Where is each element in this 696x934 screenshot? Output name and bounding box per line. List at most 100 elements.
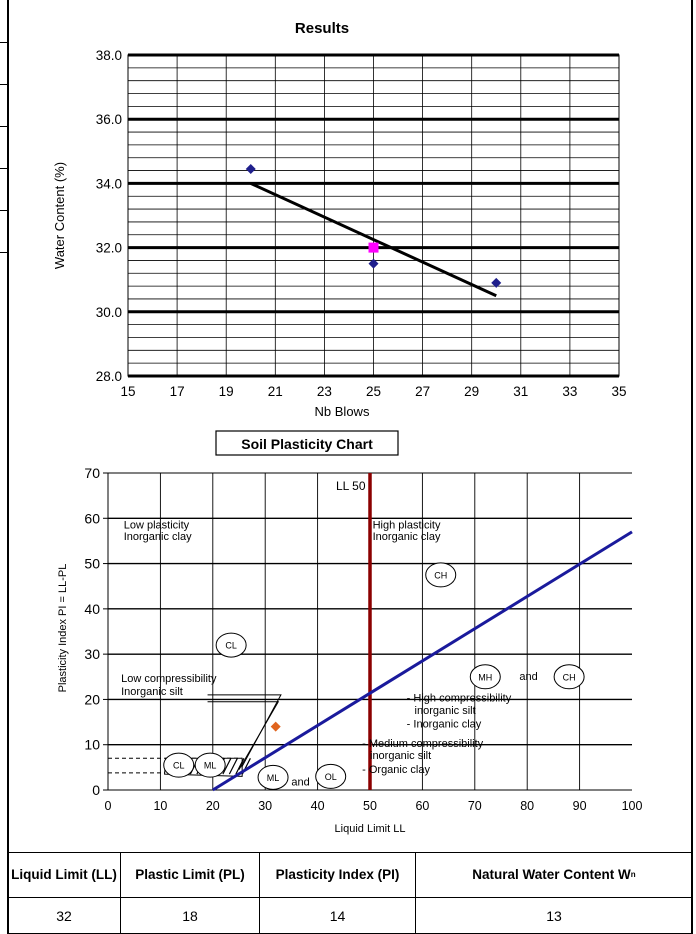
table-header-row: Liquid Limit (LL) Plastic Limit (PL) Pla…: [7, 852, 693, 898]
chart-annotation: - Medium compressibility: [362, 738, 484, 750]
y-tick-label: 36.0: [96, 112, 122, 127]
header-plasticity-index: Plasticity Index (PI): [259, 852, 416, 898]
charts-canvas: Results 28.0 30.0 32.0 34.0 36.0 38.0 15 17 19 21 2…: [52, 20, 643, 835]
value-plasticity-index: 14: [259, 897, 416, 934]
x-tick-label: 70: [468, 799, 482, 813]
y-tick-label: 20: [84, 691, 100, 707]
y-tick-label: 0: [92, 782, 100, 798]
y-tick-label: 60: [84, 510, 100, 526]
plasticity-chart: Soil Plasticity Chart 0 10 20 30 40 50 60 70 0 10 2…: [57, 430, 643, 835]
chart-annotation: Inorganic clay: [373, 531, 441, 543]
zone-ellipse: [257, 764, 289, 790]
x-tick-label: 30: [258, 799, 272, 813]
chart-annotation: Inorganic silt: [121, 686, 183, 698]
a-line: [212, 530, 633, 792]
zone-ellipse: [315, 763, 347, 789]
zone-label: ML: [204, 761, 217, 771]
y-tick-label: 30.0: [96, 305, 122, 320]
x-tick-label: 10: [153, 799, 167, 813]
chart-title: Results: [295, 20, 349, 37]
header-liquid-limit: Liquid Limit (LL): [7, 852, 121, 898]
sample-point: [270, 721, 281, 732]
x-tick-label: 29: [464, 384, 479, 399]
hatch-line: [235, 758, 245, 775]
x-tick-label: 33: [562, 384, 577, 399]
y-tick-label: 38.0: [96, 48, 122, 63]
results-table: Liquid Limit (LL) Plastic Limit (PL) Pla…: [7, 852, 693, 934]
y-tick-label: 40: [84, 601, 100, 617]
x-tick-label: 80: [520, 799, 534, 813]
zone-label: CL: [173, 761, 185, 771]
results-chart: Results 28.0 30.0 32.0 34.0 36.0 38.0 15 17 19 21 2…: [52, 20, 627, 419]
plasticity-title: Soil Plasticity Chart: [241, 436, 373, 452]
report-frame: [7, 0, 693, 933]
edge-tick: [0, 84, 8, 85]
trendline: [250, 182, 497, 298]
hatch-line: [222, 758, 232, 775]
header-natural-water-content: Natural Water Content Wn: [415, 852, 693, 898]
zone-label: CL: [225, 641, 237, 651]
x-tick-label: 60: [415, 799, 429, 813]
value-plastic-limit: 18: [120, 897, 260, 934]
chart-annotation: - Inorganic clay: [407, 719, 482, 731]
x-tick-label: 19: [219, 384, 234, 399]
edge-tick: [0, 42, 8, 43]
x-tick-label: 90: [573, 799, 587, 813]
hatch-line: [228, 758, 238, 775]
plot-border: [127, 54, 620, 377]
header-plastic-limit: Plastic Limit (PL): [120, 852, 260, 898]
x-tick-label: 23: [317, 384, 332, 399]
silt-pointer-line: [207, 701, 280, 770]
x-axis-label: Nb Blows: [315, 404, 370, 419]
x-tick-label: 50: [363, 799, 377, 813]
y-tick-label: 34.0: [96, 176, 122, 191]
zone-ellipse: [425, 562, 457, 588]
zone-ellipse: [194, 752, 226, 778]
data-point-square: [368, 242, 379, 253]
chart-annotation: Low plasticity: [124, 520, 190, 532]
y-tick-label: 30: [84, 646, 100, 662]
header-natural-water-content-label: Natural Water Content W: [472, 867, 631, 882]
chart-annotation: and: [291, 776, 309, 788]
chart-annotation: High plasticity: [373, 520, 441, 532]
chart-annotation: inorganic silt: [370, 750, 431, 762]
edge-tick: [0, 126, 8, 127]
zone-label: OL: [325, 772, 337, 782]
zone-ellipse: [215, 632, 247, 658]
chart-annotation: inorganic silt: [415, 705, 476, 717]
edge-tick: [0, 168, 8, 169]
plasticity-title-box: [215, 430, 399, 456]
x-tick-label: 17: [170, 384, 185, 399]
y-tick-label: 28.0: [96, 369, 122, 384]
x-tick-label: 100: [622, 799, 643, 813]
y-tick-label: 10: [84, 737, 100, 753]
x-tick-label: 25: [366, 384, 381, 399]
x-tick-label: 31: [513, 384, 528, 399]
zone-ellipse: [163, 752, 195, 778]
zone-label: MH: [478, 672, 492, 682]
chart-annotation: - High compressibility: [407, 693, 512, 705]
zone-ellipse: [469, 664, 501, 690]
x-tick-label: 27: [415, 384, 430, 399]
y-tick-label: 32.0: [96, 241, 122, 256]
y-axis-label: Plasticity Index PI = LL-PL: [57, 564, 69, 693]
chart-annotation: - Organic clay: [362, 764, 430, 776]
zone-ellipse: [553, 664, 585, 690]
zone-label: CH: [434, 570, 447, 580]
x-tick-label: 40: [311, 799, 325, 813]
data-point-diamond: [368, 258, 379, 269]
x-tick-label: 0: [105, 799, 112, 813]
x-axis-label: Liquid Limit LL: [335, 823, 406, 835]
value-liquid-limit: 32: [7, 897, 121, 934]
edge-tick: [0, 252, 8, 253]
chart-annotation: Low compressibility: [121, 673, 217, 685]
data-point-diamond: [491, 277, 502, 288]
chart-annotation: Inorganic clay: [124, 531, 192, 543]
x-tick-label: 35: [611, 384, 626, 399]
ll-50-label: LL 50: [336, 479, 366, 493]
x-tick-label: 15: [120, 384, 135, 399]
chart-annotation: and: [519, 671, 537, 683]
edge-tick: [0, 210, 8, 211]
zone-label: CH: [563, 672, 576, 682]
table-value-row: 32 18 14 13: [7, 897, 693, 934]
